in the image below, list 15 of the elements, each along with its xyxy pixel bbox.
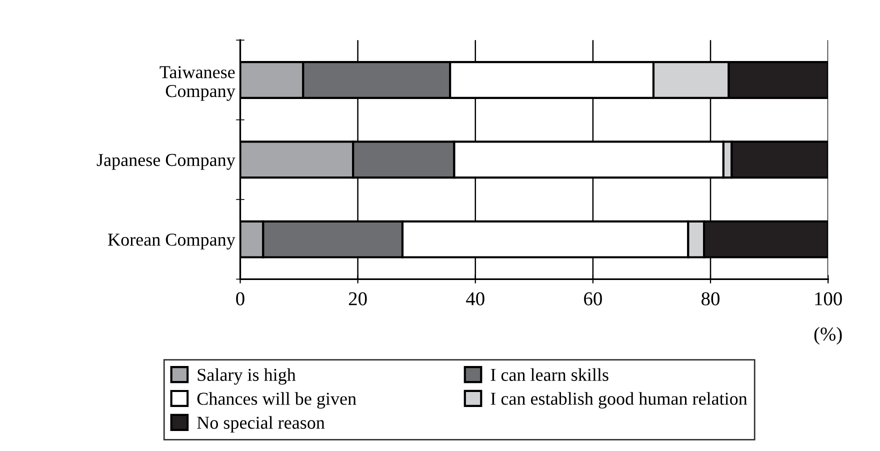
legend-label: Chances will be given — [197, 392, 356, 409]
y-tick-label: Japanese Company — [96, 154, 236, 170]
x-tick-label: 40 — [466, 292, 484, 306]
x-tick-label: 20 — [348, 292, 367, 306]
y-tick-label: Korean Company — [108, 234, 236, 250]
legend-label: Salary is high — [198, 368, 296, 385]
x-axis-title: (%) — [814, 326, 842, 345]
legend-label: I can establish good human relation — [490, 392, 748, 409]
x-tick-label: 0 — [236, 292, 244, 306]
legend-label: No special reason — [197, 416, 325, 432]
y-tick-label: Taiwanese Company — [160, 66, 236, 101]
x-tick-label: 80 — [702, 292, 720, 306]
x-tick-label: 60 — [584, 292, 602, 306]
x-tick-label: 100 — [815, 292, 842, 306]
legend-label: I can learn skills — [490, 368, 608, 381]
